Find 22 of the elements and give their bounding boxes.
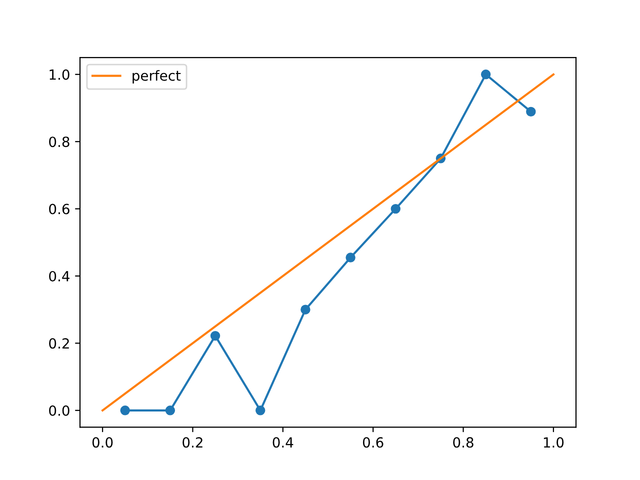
- y-tick-label: 0.4: [49, 270, 70, 282]
- legend-label: perfect: [132, 70, 181, 84]
- x-tick-label: 0.6: [362, 437, 384, 448]
- x-tick-label: 0.0: [92, 437, 113, 448]
- x-tick-label: 1.0: [544, 437, 564, 448]
- point: [390, 204, 400, 214]
- x-tick-label: 0.2: [182, 437, 202, 448]
- y-tick-label: 1.0: [50, 69, 70, 80]
- point: [346, 252, 356, 262]
- x-tick-label: 0.4: [272, 437, 294, 448]
- point: [526, 106, 536, 117]
- point: [120, 406, 130, 416]
- y-tick-label: 0.8: [49, 136, 70, 148]
- x-tick-label: 0.8: [453, 437, 474, 448]
- point: [256, 406, 266, 416]
- point: [210, 330, 220, 341]
- point: [480, 70, 491, 80]
- point: [165, 406, 176, 416]
- y-tick-label: 0.0: [49, 405, 70, 416]
- y-tick-label: 0.6: [49, 204, 70, 214]
- y-tick-label: 0.2: [49, 338, 69, 349]
- point: [300, 304, 310, 314]
